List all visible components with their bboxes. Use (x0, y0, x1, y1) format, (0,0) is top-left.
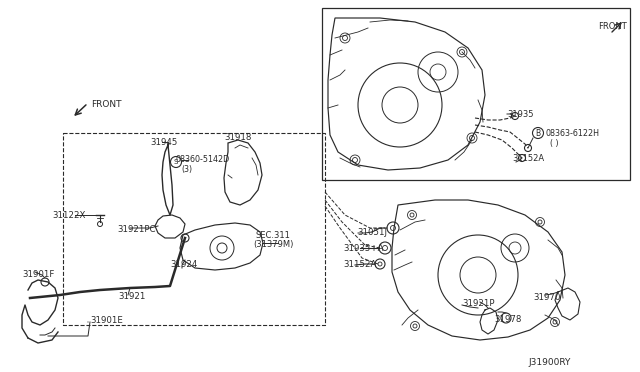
Text: 31921: 31921 (118, 292, 145, 301)
Bar (63, 133, 325, 325)
Text: S: S (174, 159, 178, 165)
Text: ( ): ( ) (550, 139, 559, 148)
Text: 31152A: 31152A (512, 154, 544, 163)
Text: 31970: 31970 (533, 293, 561, 302)
Text: 31918: 31918 (224, 133, 252, 142)
Text: 31935: 31935 (507, 110, 534, 119)
Text: FRONT: FRONT (91, 100, 122, 109)
Text: 31921P: 31921P (462, 299, 495, 308)
Text: B: B (536, 128, 541, 138)
Text: 31978: 31978 (494, 315, 522, 324)
Text: FRONT: FRONT (598, 22, 627, 31)
Text: 08360-5142D: 08360-5142D (175, 155, 229, 164)
Text: 31122X: 31122X (52, 211, 85, 220)
Text: SEC.311: SEC.311 (255, 231, 290, 240)
Text: 31901F: 31901F (22, 270, 54, 279)
Text: (3): (3) (181, 165, 192, 174)
Text: 08363-6122H: 08363-6122H (545, 129, 599, 138)
Text: 31152A: 31152A (343, 260, 376, 269)
Text: J31900RY: J31900RY (528, 358, 570, 367)
Text: 31945: 31945 (150, 138, 177, 147)
Bar (322, 8, 630, 180)
Text: 31921PC: 31921PC (117, 225, 156, 234)
Text: 31935+A: 31935+A (343, 244, 383, 253)
Text: 31924: 31924 (170, 260, 197, 269)
Text: 31901E: 31901E (90, 316, 123, 325)
Text: (31379M): (31379M) (253, 240, 293, 249)
Text: 31051J: 31051J (357, 228, 387, 237)
